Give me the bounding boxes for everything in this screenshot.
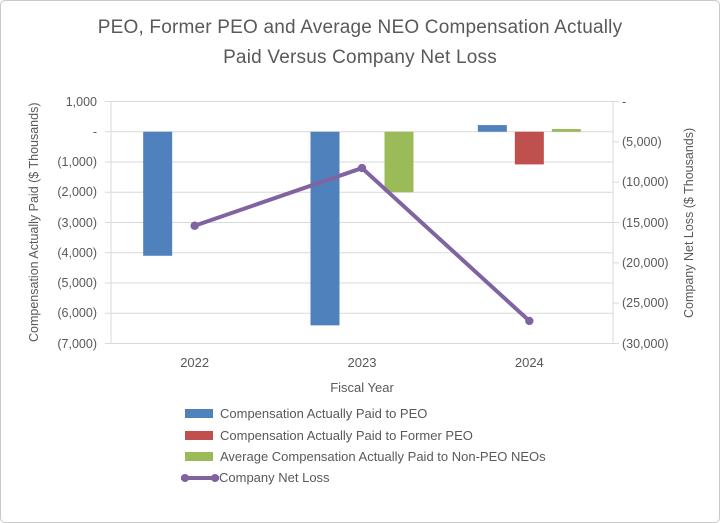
legend-label: Company Net Loss [219,470,330,486]
bar [551,129,581,132]
right-tick-label: (25,000) [622,296,669,311]
left-tick-label: (6,000) [57,306,97,321]
left-tick-label: 1,000 [65,94,97,109]
x-axis-title: Fiscal Year [330,380,394,395]
right-axis-title: Company Net Loss ($ Thousands) [682,127,696,318]
legend-bar-swatch [185,430,213,440]
left-tick-label: (1,000) [57,155,97,169]
line-marker [525,316,534,326]
x-tick-label: 2024 [514,355,544,370]
bar [384,131,414,193]
right-tick-label: - [622,94,627,109]
x-tick-label: 2023 [347,355,377,370]
legend-item: Company Net Loss [181,467,546,488]
legend-label: Average Compensation Actually Paid to No… [220,448,546,464]
left-tick-label: (5,000) [57,276,97,290]
right-tick-label: (10,000) [622,175,669,190]
chart-title-line1: PEO, Former PEO and Average NEO Compensa… [97,17,623,38]
legend-bar-swatch [185,451,213,461]
chart-title: PEO, Former PEO and Average NEO Compensa… [1,13,719,73]
legend-label: Compensation Actually Paid to PEO [220,406,428,422]
legend-label: Compensation Actually Paid to Former PEO [220,427,473,443]
x-tick-label: 2022 [180,355,210,370]
left-tick-label: (4,000) [57,245,97,260]
legend-line-dot [181,473,189,482]
right-tick-label: (30,000) [622,336,669,351]
legend-item: Compensation Actually Paid to PEO [185,403,546,424]
right-tick-label: (15,000) [622,215,669,230]
bar [310,131,340,326]
bar [514,131,544,165]
right-tick-label: (5,000) [622,134,662,149]
legend-item: Average Compensation Actually Paid to No… [185,446,546,467]
line-series [194,165,531,323]
line-marker [190,221,199,230]
left-tick-label: (2,000) [57,185,97,200]
legend-line-dot [211,473,219,482]
bar [143,131,173,256]
right-tick-label: (20,000) [622,255,669,270]
legend-line-swatch [181,473,219,482]
bar [477,125,507,132]
legend-item: Compensation Actually Paid to Former PEO [185,424,546,445]
left-tick-label: (7,000) [57,336,97,351]
chart-title-line2: Paid Versus Company Net Loss [223,47,497,68]
line-marker [357,163,367,173]
left-tick-label: - [92,124,97,139]
left-tick-label: (3,000) [57,215,97,230]
legend-bar-swatch [185,409,213,419]
legend: Compensation Actually Paid to PEO Compens… [181,403,546,489]
left-axis-title: Compensation Actually Paid ($ Thousands) [27,102,41,343]
